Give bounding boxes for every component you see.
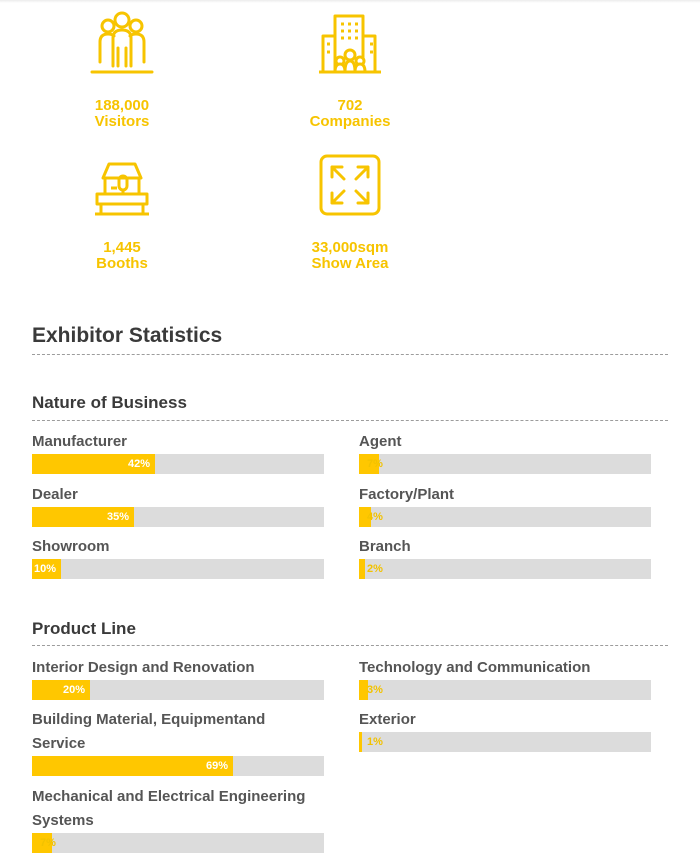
stat-show-area-label: Show Area (311, 255, 389, 272)
bar-track: 3% (359, 680, 651, 700)
bar-percentage: 42% (127, 458, 150, 470)
stat-companies-value: 702 (337, 97, 363, 114)
bar-label: Branch (359, 538, 411, 555)
stat-visitors-label: Visitors (94, 113, 150, 130)
bar-track: 2% (359, 559, 651, 579)
bar-label: Interior Design and Renovation (32, 659, 255, 676)
product-divider (32, 645, 668, 646)
bar-track: 35% (32, 507, 324, 527)
stat-companies: 702 Companies (280, 8, 420, 130)
bar-percentage: 4% (367, 511, 383, 523)
bar-percentage: 35% (106, 511, 129, 523)
bar-label: Factory/Plant (359, 486, 455, 503)
bar-fill (359, 680, 368, 700)
section-divider (32, 354, 668, 355)
bar-track: 7% (359, 454, 651, 474)
bar-percentage: 1% (367, 736, 383, 748)
bar-track: 20% (32, 680, 324, 700)
bar-fill (32, 507, 134, 527)
stat-booths-value: 1,445 (103, 239, 141, 256)
stat-booths: 1,445 Booths (52, 150, 192, 272)
bar-percentage: 69% (205, 760, 228, 772)
bar-percentage: 20% (62, 684, 85, 696)
companies-icon (319, 14, 381, 74)
bar-percentage: 7% (40, 837, 56, 849)
bar-fill (32, 559, 61, 579)
bar-fill (359, 732, 362, 752)
bar-track: 42% (32, 454, 324, 474)
booths-icon (95, 162, 149, 216)
bar-fill (359, 454, 379, 474)
nature-divider (32, 420, 668, 421)
bar-track: 7% (32, 833, 324, 853)
stat-show-area: 33,000sqm Show Area (280, 150, 420, 272)
bar-fill (359, 507, 371, 527)
bar-fill (32, 680, 90, 700)
product-title: Product Line (32, 619, 136, 638)
bar-label: Dealer (32, 486, 78, 503)
stat-show-area-value: 33,000sqm (311, 239, 389, 256)
bar-label: Manufacturer (32, 433, 128, 450)
bar-percentage: 3% (367, 684, 383, 696)
bar-percentage: 7% (367, 458, 383, 470)
nature-title: Nature of Business (32, 393, 187, 412)
bar-track: 1% (359, 732, 651, 752)
section-title: Exhibitor Statistics (32, 324, 223, 347)
stat-booths-label: Booths (96, 255, 148, 272)
bar-percentage: 10% (33, 563, 56, 575)
bar-percentage: 2% (367, 563, 383, 575)
bar-fill (32, 756, 233, 776)
bar-label: Exterior (359, 711, 416, 728)
bar-track: 10% (32, 559, 324, 579)
bar-track: 69% (32, 756, 324, 776)
bar-track: 4% (359, 507, 651, 527)
bar-fill (32, 454, 155, 474)
bar-label: Showroom (32, 538, 110, 555)
stat-visitors-value: 188,000 (94, 97, 150, 114)
bar-fill (32, 833, 52, 853)
top-shadow (0, 0, 700, 3)
stat-visitors: 188,000 Visitors (52, 8, 192, 130)
show-area-icon (319, 154, 381, 216)
bar-label: Mechanical and Electrical Engineering Sy… (32, 788, 306, 829)
bar-fill (359, 559, 365, 579)
bar-label: Technology and Communication (359, 659, 591, 676)
stat-companies-label: Companies (309, 113, 391, 130)
bar-label: Building Material, Equipmentand Service (32, 711, 266, 752)
bar-label: Agent (359, 433, 402, 450)
visitors-icon (90, 11, 154, 74)
